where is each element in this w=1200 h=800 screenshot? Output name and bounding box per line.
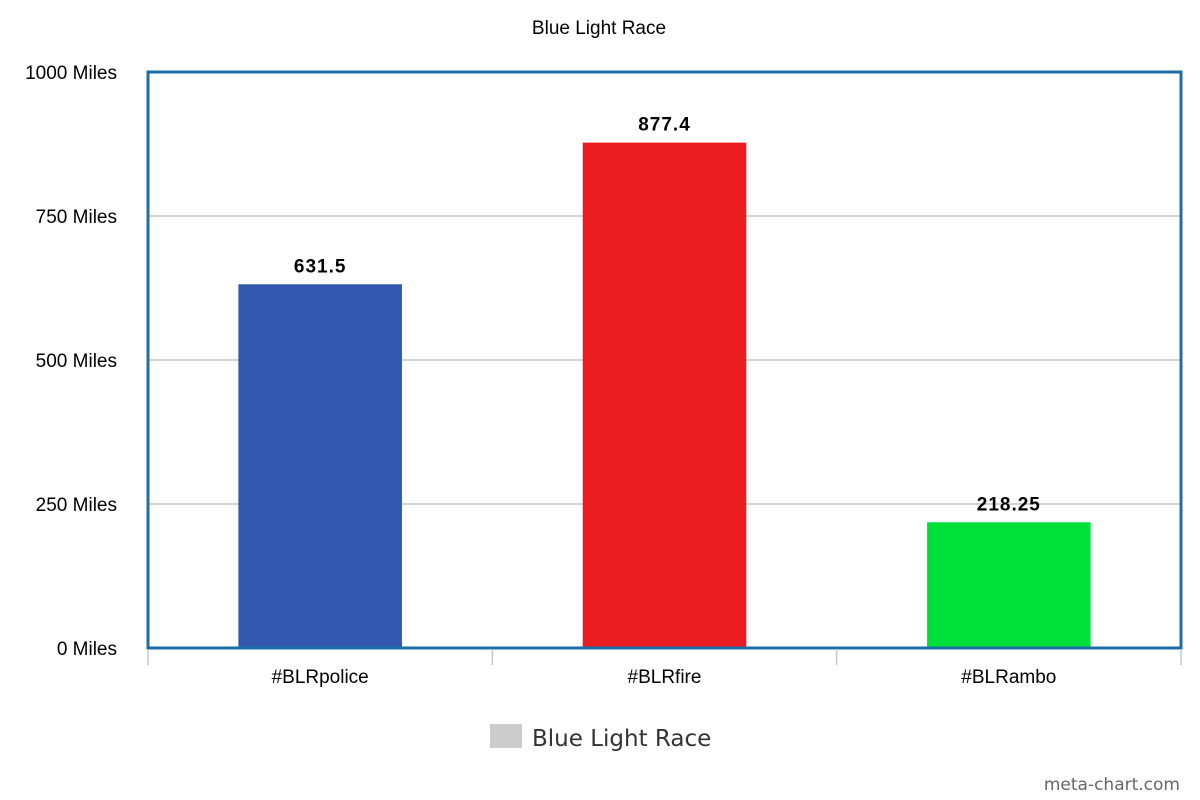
legend: Blue Light Race bbox=[490, 724, 711, 752]
x-tick-label: #BLRambo bbox=[961, 667, 1056, 688]
chart-title: Blue Light Race bbox=[532, 18, 666, 39]
bars bbox=[238, 142, 1091, 648]
bar bbox=[927, 522, 1091, 648]
y-tick-label: 0 Miles bbox=[57, 639, 117, 660]
data-label: 877.4 bbox=[638, 115, 691, 136]
y-tick-label: 250 Miles bbox=[36, 495, 117, 516]
x-tick-label: #BLRpolice bbox=[272, 667, 369, 688]
data-labels: 631.5 877.4 218.25 bbox=[294, 115, 1041, 516]
y-tick-label: 500 Miles bbox=[36, 351, 117, 372]
y-tick-label: 1000 Miles bbox=[25, 63, 117, 84]
watermark: meta-chart.com bbox=[1044, 775, 1180, 795]
plot-border bbox=[146, 70, 1183, 650]
bar bbox=[238, 284, 402, 648]
plot-frame bbox=[146, 70, 1183, 650]
x-tick-label: #BLRfire bbox=[628, 667, 702, 688]
legend-label: Blue Light Race bbox=[532, 726, 711, 752]
legend-swatch bbox=[490, 724, 522, 748]
y-axis-tick-labels: 0 Miles 250 Miles 500 Miles 750 Miles 1000 M… bbox=[25, 63, 117, 660]
data-label: 218.25 bbox=[977, 494, 1041, 515]
data-label: 631.5 bbox=[294, 256, 347, 277]
x-axis-tick-labels: #BLRpolice #BLRfire #BLRambo bbox=[147, 649, 1182, 688]
y-tick-label: 750 Miles bbox=[36, 207, 117, 228]
bar bbox=[582, 142, 747, 648]
